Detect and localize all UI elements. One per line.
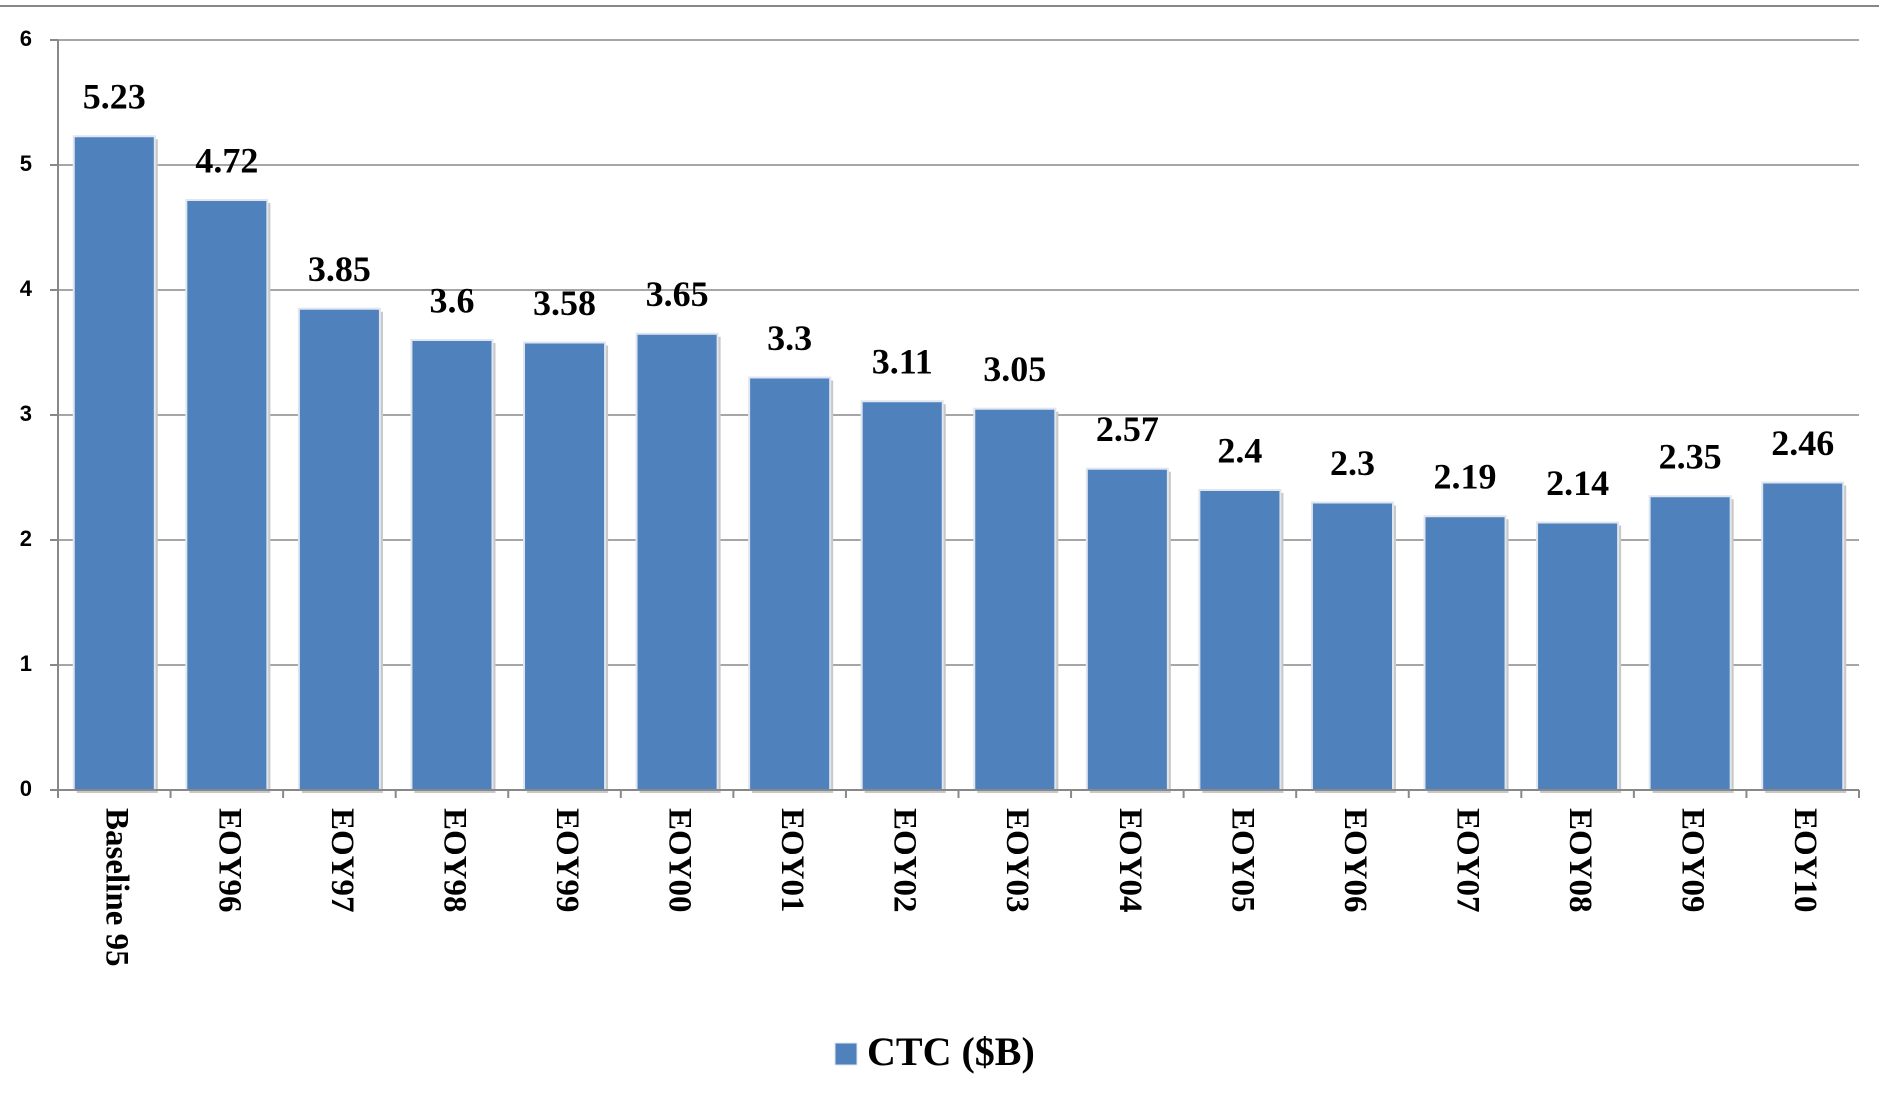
data-label: 2.35 xyxy=(1659,437,1722,477)
x-tick-label: EOY08 xyxy=(1562,808,1598,913)
data-label: 3.05 xyxy=(983,349,1046,389)
legend-label: CTC ($B) xyxy=(867,1029,1035,1074)
data-label: 2.3 xyxy=(1330,443,1375,483)
bar xyxy=(72,135,156,791)
bar xyxy=(185,199,269,791)
bar xyxy=(297,307,381,791)
data-label: 3.3 xyxy=(767,318,812,358)
x-tick-label: EOY96 xyxy=(211,808,247,913)
x-tick-label: EOY02 xyxy=(887,808,923,913)
x-tick-label: EOY97 xyxy=(324,808,360,913)
bar xyxy=(1648,495,1732,791)
x-tick-label: EOY07 xyxy=(1449,808,1485,913)
bar xyxy=(1423,515,1507,791)
x-tick-label: EOY05 xyxy=(1224,808,1260,913)
bar xyxy=(748,376,832,791)
bar xyxy=(410,339,494,791)
x-tick-label: EOY10 xyxy=(1787,808,1823,913)
y-tick-label: 5 xyxy=(20,151,32,176)
data-label: 2.14 xyxy=(1546,463,1609,503)
y-tick-label: 4 xyxy=(20,276,33,301)
x-tick-label: EOY01 xyxy=(774,808,810,913)
data-label: 3.6 xyxy=(429,280,474,320)
data-label: 4.72 xyxy=(195,140,258,180)
bar xyxy=(1310,501,1394,791)
data-label: 2.4 xyxy=(1217,430,1262,470)
data-label: 3.65 xyxy=(646,274,709,314)
x-tick-label: EOY06 xyxy=(1337,808,1373,913)
bar xyxy=(1085,467,1169,791)
legend-swatch xyxy=(834,1042,858,1066)
data-label: 2.46 xyxy=(1771,423,1834,463)
y-tick-label: 6 xyxy=(20,26,32,51)
data-label: 5.23 xyxy=(83,77,146,117)
data-label: 3.85 xyxy=(308,249,371,289)
bar xyxy=(1198,489,1282,791)
y-tick-label: 1 xyxy=(20,651,32,676)
x-tick-label: EOY99 xyxy=(549,808,585,913)
data-label: 2.19 xyxy=(1434,457,1497,497)
y-tick-label: 2 xyxy=(20,526,32,551)
bar xyxy=(1536,521,1620,791)
bar xyxy=(973,407,1057,791)
bar xyxy=(523,341,607,791)
y-tick-label: 0 xyxy=(20,776,32,801)
data-label: 3.11 xyxy=(872,342,933,382)
x-tick-label: EOY04 xyxy=(1112,808,1148,913)
y-tick-label: 3 xyxy=(20,401,32,426)
x-tick-label: EOY98 xyxy=(436,808,472,913)
data-label: 3.58 xyxy=(533,283,596,323)
x-tick-label: EOY03 xyxy=(999,808,1035,913)
bar xyxy=(635,332,719,791)
x-tick-label: EOY00 xyxy=(662,808,698,913)
x-tick-label: EOY09 xyxy=(1675,808,1711,913)
bar xyxy=(1761,481,1845,791)
data-label: 2.57 xyxy=(1096,409,1159,449)
bar xyxy=(860,400,944,791)
x-tick-label: Baseline 95 xyxy=(99,808,135,967)
